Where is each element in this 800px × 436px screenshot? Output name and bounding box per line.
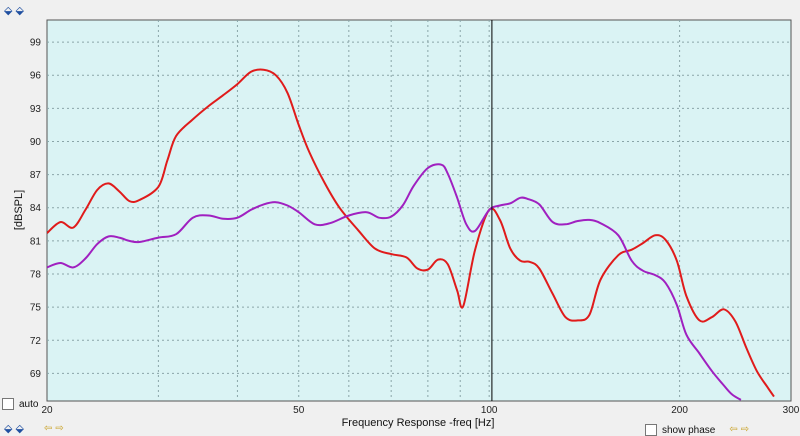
y-axis-title: [dBSPL]: [13, 190, 25, 230]
scroll-left-icon[interactable]: ⇦: [729, 424, 738, 435]
show-phase-label: show phase: [662, 424, 716, 436]
zoom-in-icon[interactable]: ⬙: [4, 5, 13, 17]
zoom-out-icon[interactable]: ⬙: [15, 423, 24, 435]
y-tick-label: 84: [30, 203, 42, 214]
auto-checkbox[interactable]: [2, 398, 14, 410]
scroll-right-icon[interactable]: ⇨: [55, 423, 64, 434]
zoom-in-icon[interactable]: ⬙: [4, 423, 13, 435]
y-tick-label: 93: [30, 104, 42, 115]
y-tick-label: 90: [30, 137, 42, 148]
auto-label: auto: [19, 398, 39, 410]
x-axis-title: Frequency Response -freq [Hz]: [342, 417, 495, 429]
show-phase-group: show phase ⇦ ⇨: [645, 424, 749, 436]
y-tick-label: 99: [30, 38, 42, 49]
x-tick-label: 300: [783, 405, 800, 416]
bottom-left-controls: ⬙ ⬙ ⇦ ⇨: [4, 423, 64, 435]
y-tick-label: 75: [30, 303, 42, 314]
y-tick-label: 78: [30, 270, 42, 281]
grid-lines: [47, 20, 791, 401]
x-tick-label: 20: [41, 405, 53, 416]
zoom-arrows-icon[interactable]: ⬙ ⬙: [4, 5, 24, 17]
series-line-purple: [47, 163, 742, 401]
series-lines: [47, 68, 775, 401]
x-tick-label: 100: [481, 405, 498, 416]
y-tick-label: 69: [30, 369, 42, 380]
y-tick-label: 81: [30, 236, 42, 247]
y-tick-label: 96: [30, 71, 42, 82]
x-tick-label: 200: [671, 405, 688, 416]
series-line-red: [47, 68, 775, 398]
scroll-right-icon[interactable]: ⇨: [740, 424, 750, 435]
x-tick-labels: 20 50 100 200 300: [41, 405, 799, 416]
y-tick-label: 72: [30, 336, 42, 347]
x-tick-label: 50: [293, 405, 305, 416]
y-tick-labels: 69 72 75 78 81 84 87 90 93 96 99: [30, 38, 42, 380]
show-phase-checkbox[interactable]: [645, 424, 657, 436]
auto-checkbox-group: auto: [2, 398, 38, 410]
plot-area[interactable]: [46, 19, 792, 402]
zoom-out-icon[interactable]: ⬙: [15, 5, 24, 17]
scroll-left-icon[interactable]: ⇦: [43, 423, 53, 434]
y-tick-label: 87: [30, 170, 42, 181]
